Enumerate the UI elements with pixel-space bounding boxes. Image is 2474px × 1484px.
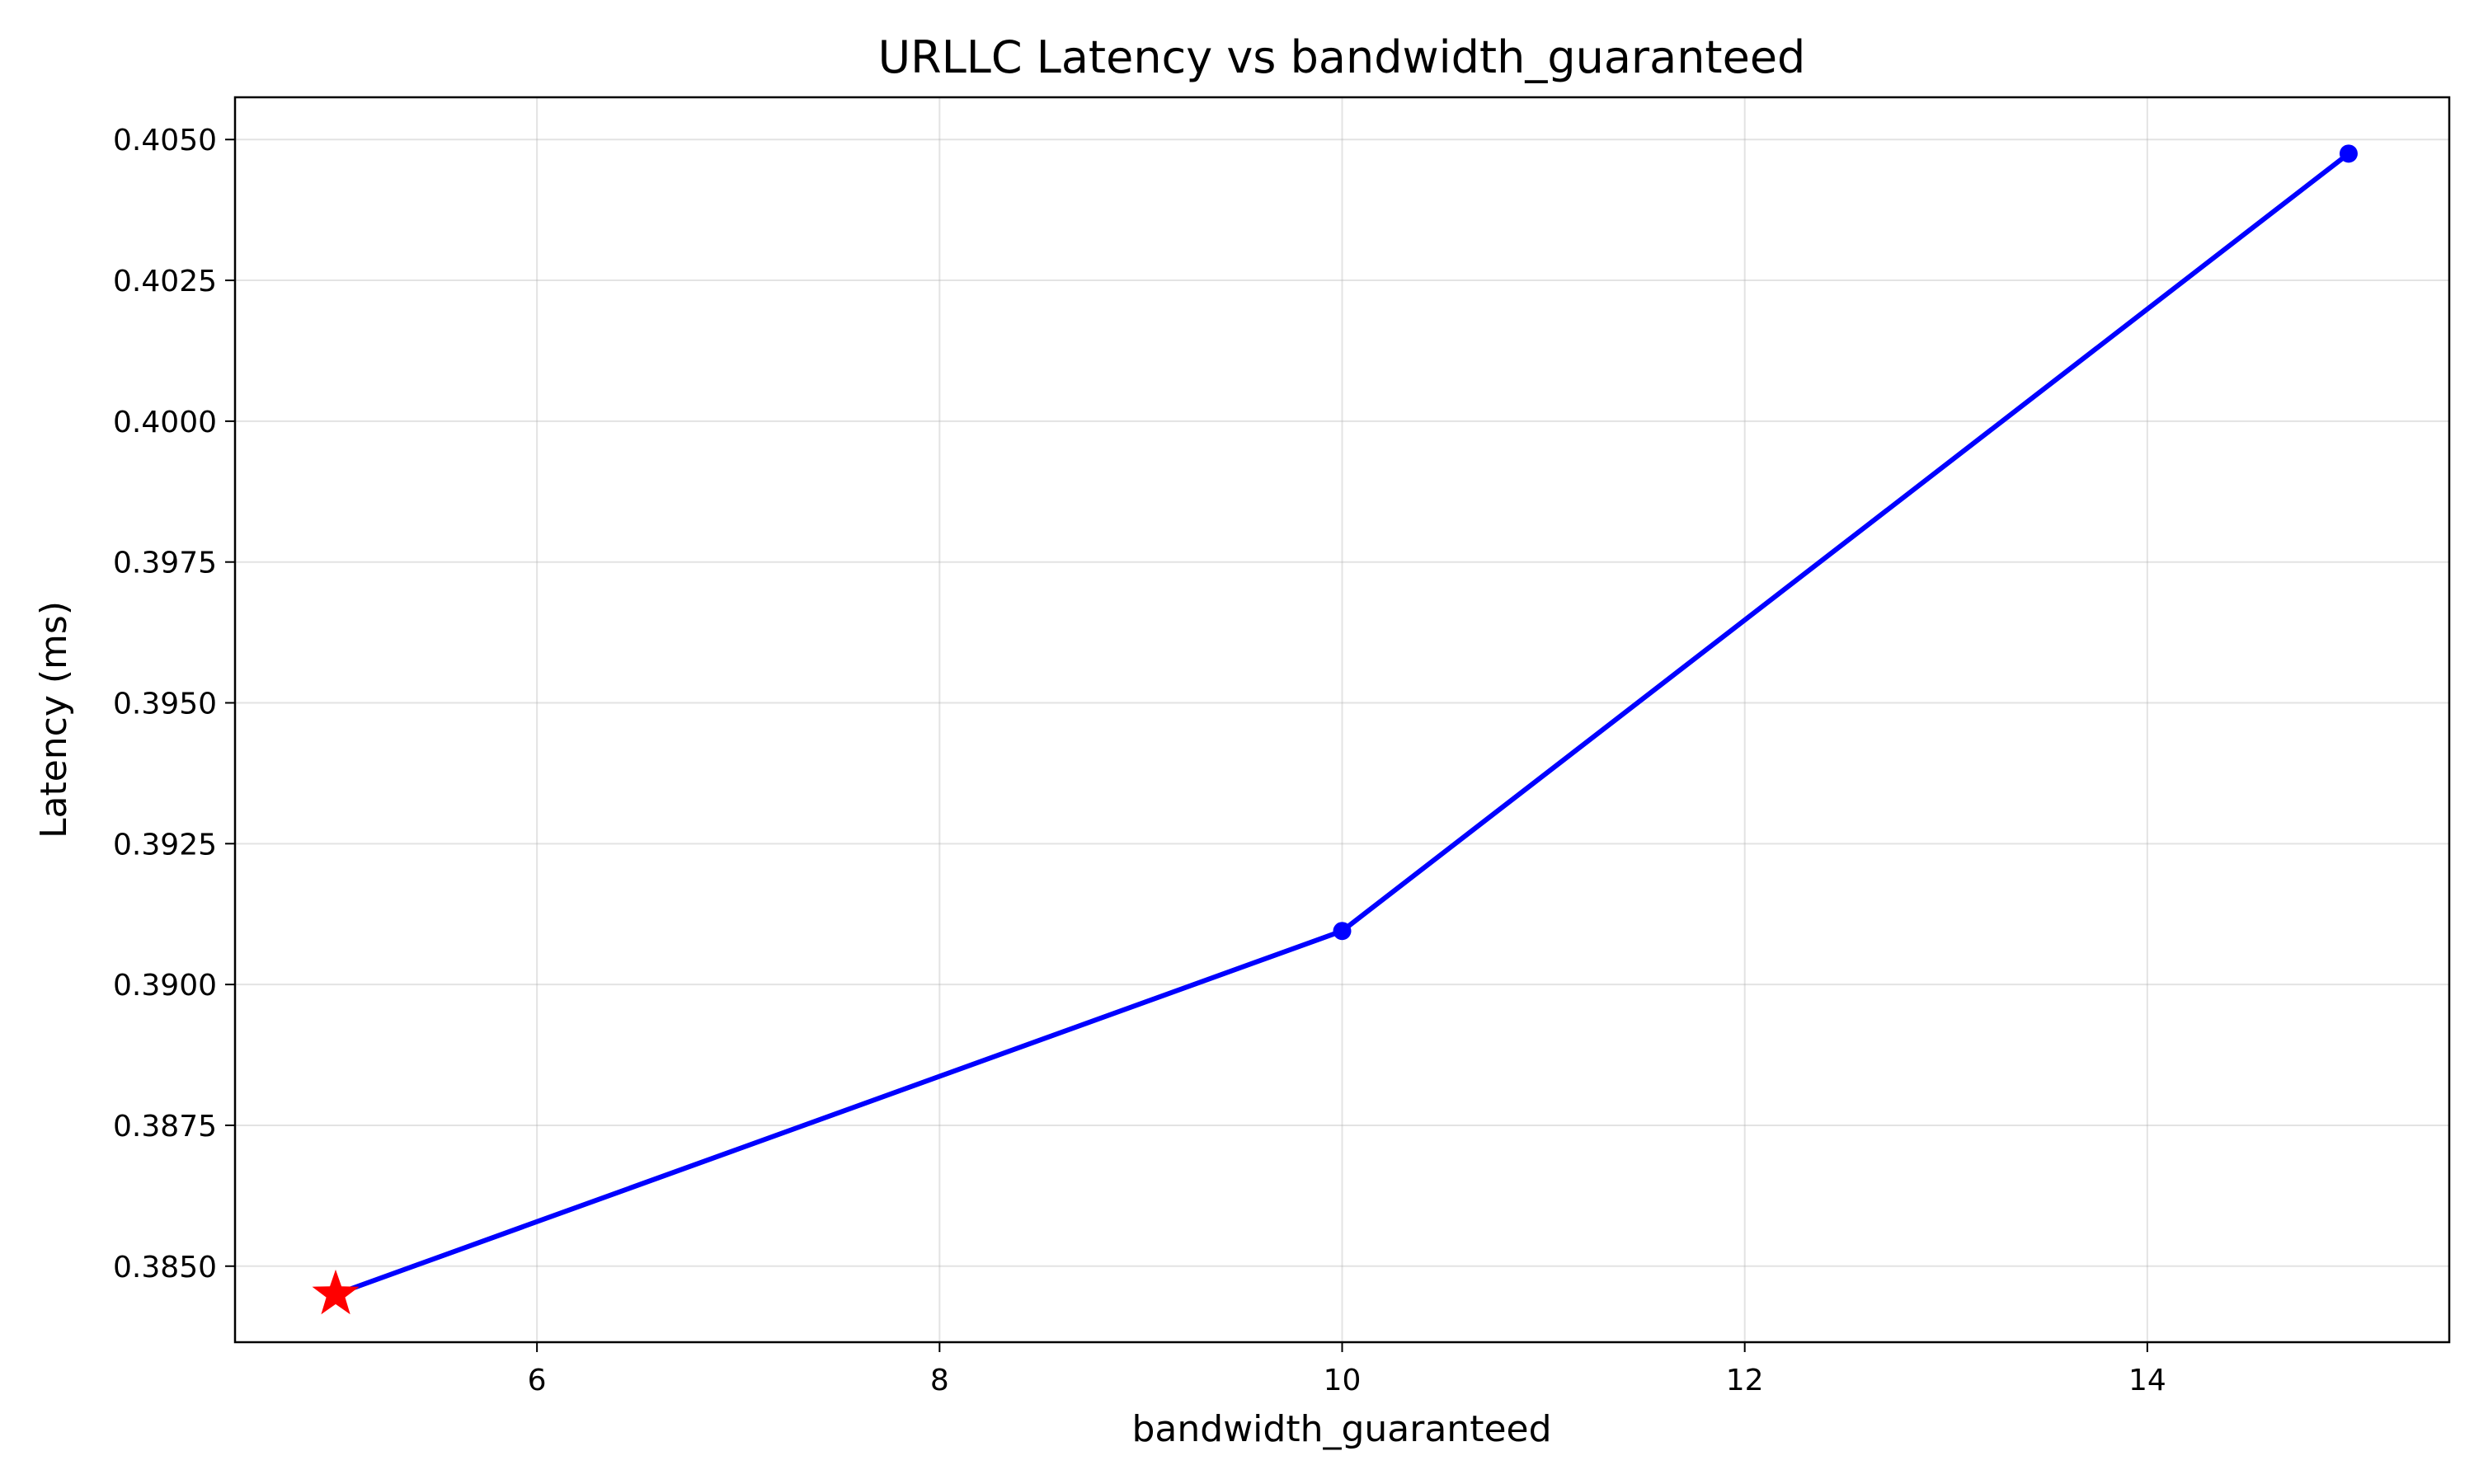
y-tick-label: 0.4050 (113, 124, 217, 157)
x-tick-label: 10 (1324, 1364, 1362, 1397)
y-tick-label: 0.3850 (113, 1251, 217, 1284)
y-tick-label: 0.3950 (113, 688, 217, 721)
y-tick-label: 0.3925 (113, 828, 217, 862)
ticks: 6 8 10 12 14 0.3850 0.3875 0.3900 0.3925 0.3950 0.… (113, 124, 2166, 1397)
series-layer (312, 144, 2358, 1315)
data-point (2339, 144, 2358, 163)
y-tick-label: 0.4025 (113, 265, 217, 298)
y-tick-label: 0.4000 (113, 406, 217, 439)
chart-title: URLLC Latency vs bandwidth_guaranteed (878, 31, 1806, 83)
highlight-star (312, 1269, 360, 1315)
data-point (1333, 922, 1352, 941)
grid (235, 97, 2449, 1342)
x-tick-label: 8 (930, 1364, 949, 1397)
y-tick-label: 0.3975 (113, 547, 217, 580)
y-tick-label: 0.3900 (113, 969, 217, 1003)
y-axis-label: Latency (ms) (33, 601, 75, 838)
x-tick-label: 14 (2128, 1364, 2166, 1397)
y-tick-label: 0.3875 (113, 1110, 217, 1144)
x-axis-label: bandwidth_guaranteed (1131, 1408, 1551, 1450)
x-tick-label: 12 (1726, 1364, 1764, 1397)
x-tick-label: 6 (528, 1364, 547, 1397)
